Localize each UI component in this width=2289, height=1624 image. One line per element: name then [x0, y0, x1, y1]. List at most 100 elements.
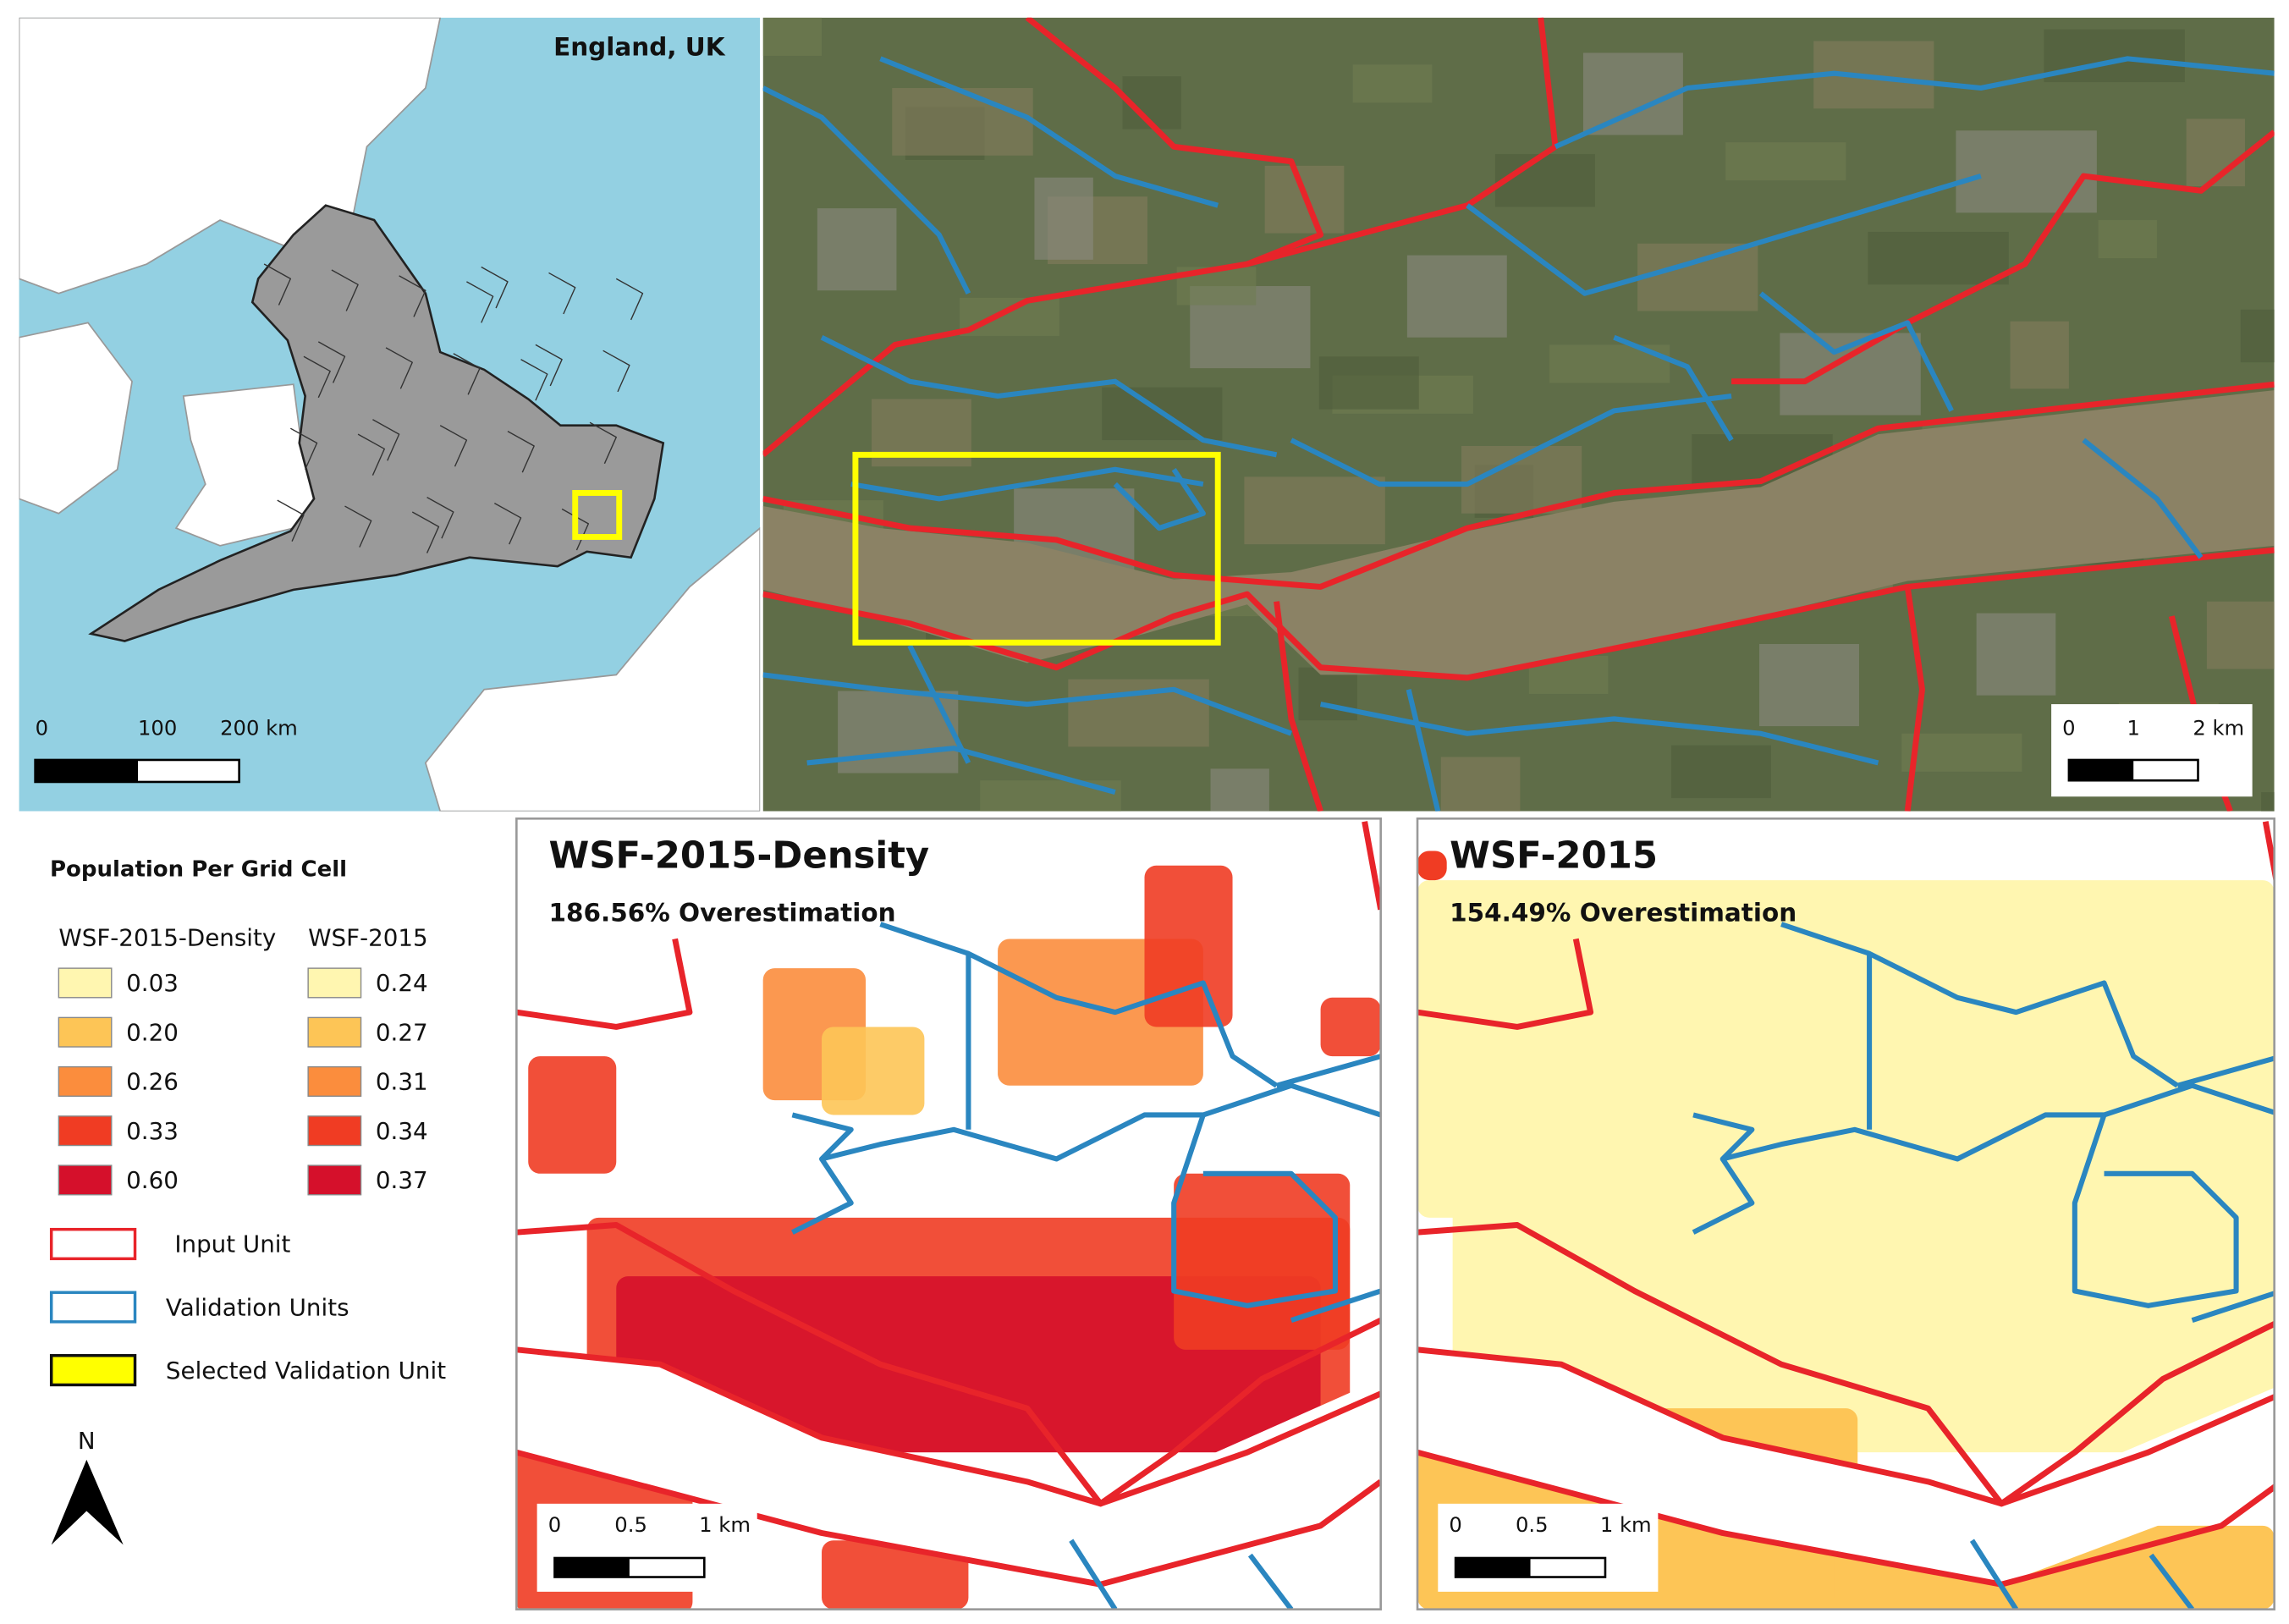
legend-value: 0.37	[376, 1166, 428, 1194]
legend-boundary	[49, 1354, 137, 1387]
legend-boundary-label: Validation Units	[166, 1293, 349, 1321]
validation-unit-boundary	[1171, 1114, 1338, 1308]
legend-swatch	[58, 1065, 113, 1097]
input-unit-boundary	[1274, 601, 1323, 812]
field	[1868, 231, 2009, 285]
field	[1976, 613, 2056, 696]
field	[2186, 118, 2245, 187]
validation-unit-boundary	[762, 85, 971, 295]
legend-value: 0.20	[126, 1018, 179, 1046]
field	[892, 88, 1033, 156]
scale-label: 0	[1449, 1512, 1461, 1537]
field	[1352, 64, 1433, 103]
field	[1956, 130, 2097, 213]
legend-swatch	[307, 1065, 362, 1097]
validation-unit-boundary	[1247, 1553, 1294, 1610]
field	[1244, 476, 1385, 545]
legend-header: WSF-2015	[308, 923, 428, 951]
field	[960, 297, 1059, 336]
admin-boundary	[263, 263, 292, 306]
validation-unit-boundary	[2176, 1055, 2275, 1088]
scale-label: 0	[36, 716, 48, 740]
admin-boundary	[372, 419, 400, 461]
admin-boundary	[331, 269, 359, 311]
field	[817, 208, 897, 291]
validation-unit-boundary	[806, 746, 1116, 795]
legend-swatch	[307, 967, 362, 999]
scale-bar-fill	[35, 759, 138, 782]
validation-unit-boundary	[2149, 1553, 2194, 1610]
field	[2098, 220, 2157, 259]
panel-title: WSF-2015	[1450, 835, 1658, 878]
panel-frame	[515, 818, 1382, 1610]
validation-unit-boundary	[1113, 468, 1206, 531]
input-unit-boundary	[1731, 129, 2275, 385]
validation-unit-boundary	[1969, 1539, 2019, 1610]
legend: Population Per Grid Cell WSF-2015-Density…	[49, 856, 446, 1545]
scale-label: 0.5	[1516, 1512, 1549, 1537]
scale-bar-fill	[554, 1557, 630, 1577]
scale-bar-fill	[2068, 759, 2134, 781]
europe	[424, 526, 761, 812]
field	[1298, 667, 1357, 721]
legend-header: WSF-2015-Density	[58, 923, 276, 951]
population-patch	[528, 1056, 617, 1174]
admin-boundary	[561, 508, 590, 551]
validation-unit-boundary	[1275, 1054, 1381, 1088]
field	[2240, 309, 2275, 363]
legend-value: 0.26	[126, 1068, 179, 1096]
validation-unit-boundary	[1290, 394, 1732, 487]
validation-unit-boundary	[791, 1082, 1381, 1162]
panel-subtitle: 154.49% Overestimation	[1450, 898, 1797, 927]
admin-boundary	[535, 344, 563, 387]
legend-boundary	[49, 1291, 137, 1324]
legend-swatch	[307, 1115, 362, 1147]
admin-boundary	[426, 497, 454, 539]
admin-boundary	[344, 505, 372, 548]
legend-value: 0.33	[126, 1117, 179, 1145]
overview-map: England, UK 0 100 200 km	[19, 17, 761, 812]
wales	[174, 383, 316, 547]
field	[1210, 768, 1269, 812]
legend-swatch	[58, 1115, 113, 1147]
validation-unit-boundary	[820, 334, 1278, 458]
admin-boundary	[548, 272, 576, 315]
input-unit-boundary	[516, 1346, 1381, 1507]
scale-label: 1 km	[699, 1512, 751, 1537]
population-patch	[1417, 851, 1447, 881]
detail-panel: WSF-2015 154.49% Overestimation 0 0.5 1 km	[1417, 818, 2275, 1610]
scale-label: 0	[548, 1512, 561, 1537]
admin-boundary	[589, 421, 617, 465]
field	[1406, 255, 1507, 338]
admin-boundary	[385, 347, 413, 389]
validation-unit-boundary	[1406, 689, 1441, 812]
north-arrow	[51, 1459, 124, 1545]
legend-swatch	[307, 1016, 362, 1048]
validation-unit-boundary	[1554, 56, 2275, 150]
ireland	[19, 322, 133, 515]
legend-swatch	[58, 1164, 113, 1196]
validation-unit-boundary	[1466, 173, 1982, 296]
admin-boundary	[466, 281, 494, 323]
admin-boundary	[615, 278, 644, 321]
legend-title: Population Per Grid Cell	[50, 856, 347, 882]
field	[1582, 52, 1683, 135]
validation-unit-boundary	[879, 56, 1219, 208]
legend-boundary	[49, 1227, 137, 1261]
population-patch	[822, 1027, 925, 1115]
scale-bar-fill	[1455, 1557, 1531, 1577]
legend-value: 0.24	[376, 969, 428, 997]
validation-unit-boundary	[762, 672, 1292, 736]
field	[2206, 601, 2275, 669]
england	[88, 204, 665, 642]
legend-swatch	[58, 1016, 113, 1048]
validation-unit-boundary	[1692, 1082, 2275, 1162]
field	[762, 17, 823, 56]
validation-unit-boundary	[879, 922, 1279, 1088]
panel-frame	[1416, 818, 2275, 1610]
validation-unit-boundary	[850, 466, 1204, 502]
admin-boundary	[453, 353, 481, 395]
admin-boundary	[494, 502, 522, 545]
field	[1440, 757, 1521, 812]
legend-value: 0.27	[376, 1018, 428, 1046]
